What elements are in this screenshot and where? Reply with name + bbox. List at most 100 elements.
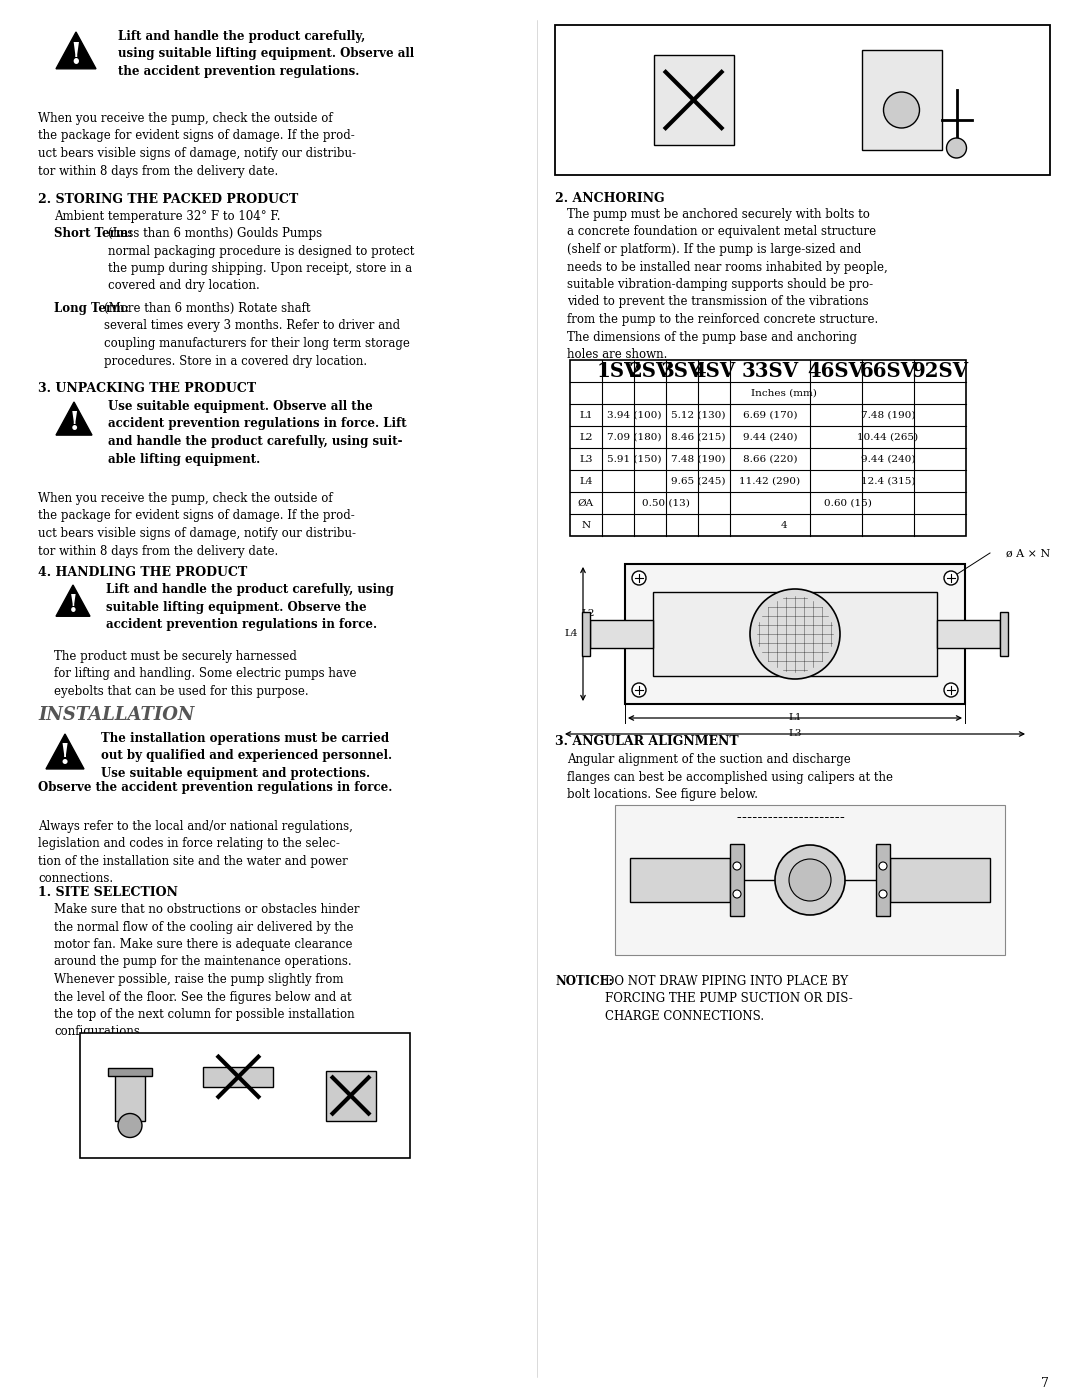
Text: The pump must be anchored securely with bolts to
a concrete foundation or equiva: The pump must be anchored securely with … xyxy=(567,208,888,360)
Text: NOTICE:: NOTICE: xyxy=(555,975,613,988)
Bar xyxy=(108,1067,152,1076)
Text: (More than 6 months) Rotate shaft
several times every 3 months. Refer to driver : (More than 6 months) Rotate shaft severa… xyxy=(104,302,410,367)
Polygon shape xyxy=(46,733,84,768)
Text: 10.44 (265): 10.44 (265) xyxy=(858,433,919,441)
Text: (Less than 6 months) Goulds Pumps
normal packaging procedure is designed to prot: (Less than 6 months) Goulds Pumps normal… xyxy=(108,226,415,292)
Text: 2. ANCHORING: 2. ANCHORING xyxy=(555,191,664,205)
Bar xyxy=(570,360,966,536)
Text: 3. UNPACKING THE PRODUCT: 3. UNPACKING THE PRODUCT xyxy=(38,381,256,395)
Text: 5.91 (150): 5.91 (150) xyxy=(607,454,661,464)
Text: 8.66 (220): 8.66 (220) xyxy=(743,454,797,464)
Bar xyxy=(937,620,1000,648)
Text: 4: 4 xyxy=(781,521,787,529)
Circle shape xyxy=(946,138,967,158)
Circle shape xyxy=(733,862,741,870)
Bar xyxy=(890,858,990,902)
Text: 3SV: 3SV xyxy=(660,360,704,381)
Text: Lift and handle the product carefully, using
suitable lifting equipment. Observe: Lift and handle the product carefully, u… xyxy=(106,583,394,631)
Bar xyxy=(862,50,942,149)
Text: 7: 7 xyxy=(1041,1377,1049,1390)
Text: !: ! xyxy=(68,411,80,436)
Text: When you receive the pump, check the outside of
the package for evident signs of: When you receive the pump, check the out… xyxy=(38,492,356,557)
Text: 46SV: 46SV xyxy=(808,360,864,381)
Circle shape xyxy=(944,683,958,697)
Circle shape xyxy=(789,859,831,901)
Bar xyxy=(203,1067,273,1087)
Bar xyxy=(565,543,1055,729)
Text: 5.12 (130): 5.12 (130) xyxy=(671,411,726,419)
Bar xyxy=(653,592,937,676)
Circle shape xyxy=(632,683,646,697)
Text: 2SV: 2SV xyxy=(629,360,672,381)
Circle shape xyxy=(944,571,958,585)
Text: !: ! xyxy=(68,592,79,616)
Text: Use suitable equipment. Observe all the
accident prevention regulations in force: Use suitable equipment. Observe all the … xyxy=(108,400,407,465)
Text: 7.09 (180): 7.09 (180) xyxy=(607,433,661,441)
Text: 3. ANGULAR ALIGNMENT: 3. ANGULAR ALIGNMENT xyxy=(555,735,739,747)
Text: N: N xyxy=(581,521,591,529)
Text: L2: L2 xyxy=(579,433,593,441)
Text: 6.69 (170): 6.69 (170) xyxy=(743,411,797,419)
Text: Ambient temperature 32° F to 104° F.: Ambient temperature 32° F to 104° F. xyxy=(54,210,281,224)
Text: Inches (mm): Inches (mm) xyxy=(751,388,816,398)
Text: L4: L4 xyxy=(579,476,593,486)
Text: Angular alignment of the suction and discharge
flanges can best be accomplished : Angular alignment of the suction and dis… xyxy=(567,753,893,800)
Circle shape xyxy=(733,890,741,898)
Text: L1: L1 xyxy=(788,712,801,722)
Bar xyxy=(630,858,730,902)
Text: !: ! xyxy=(59,743,71,770)
Text: 7.48 (190): 7.48 (190) xyxy=(671,454,726,464)
Text: 66SV: 66SV xyxy=(860,360,917,381)
Text: 9.65 (245): 9.65 (245) xyxy=(671,476,726,486)
Bar xyxy=(1000,612,1008,657)
Text: 9.44 (240): 9.44 (240) xyxy=(861,454,915,464)
Text: L3: L3 xyxy=(579,454,593,464)
Text: 11.42 (290): 11.42 (290) xyxy=(740,476,800,486)
Circle shape xyxy=(118,1113,141,1137)
Text: 4. HANDLING THE PRODUCT: 4. HANDLING THE PRODUCT xyxy=(38,566,247,578)
Text: 4SV: 4SV xyxy=(692,360,735,381)
Bar xyxy=(582,612,590,657)
Text: 8.46 (215): 8.46 (215) xyxy=(671,433,726,441)
Text: Short Term:: Short Term: xyxy=(54,226,133,240)
Text: 0.50 (13): 0.50 (13) xyxy=(643,499,690,507)
Text: !: ! xyxy=(70,41,82,70)
Text: 2. STORING THE PACKED PRODUCT: 2. STORING THE PACKED PRODUCT xyxy=(38,193,298,205)
Polygon shape xyxy=(56,32,96,68)
Text: When you receive the pump, check the outside of
the package for evident signs of: When you receive the pump, check the out… xyxy=(38,112,356,177)
Text: L2: L2 xyxy=(581,609,595,617)
Text: 7.48 (190): 7.48 (190) xyxy=(861,411,915,419)
Text: 92SV: 92SV xyxy=(912,360,969,381)
Text: 1SV: 1SV xyxy=(596,360,639,381)
Text: INSTALLATION: INSTALLATION xyxy=(38,705,194,724)
Text: The installation operations must be carried
out by qualified and experienced per: The installation operations must be carr… xyxy=(102,732,392,780)
Text: ØA: ØA xyxy=(578,499,594,507)
Text: L4: L4 xyxy=(565,630,578,638)
Text: Lift and handle the product carefully,
using suitable lifting equipment. Observe: Lift and handle the product carefully, u… xyxy=(118,29,414,78)
Text: Observe the accident prevention regulations in force.: Observe the accident prevention regulati… xyxy=(38,781,392,793)
Text: Long Term:: Long Term: xyxy=(54,302,129,314)
Text: 3.94 (100): 3.94 (100) xyxy=(607,411,661,419)
Text: 12.4 (315): 12.4 (315) xyxy=(861,476,915,486)
Bar xyxy=(590,620,653,648)
Text: L3: L3 xyxy=(788,729,801,738)
Text: DO NOT DRAW PIPING INTO PLACE BY
FORCING THE PUMP SUCTION OR DIS-
CHARGE CONNECT: DO NOT DRAW PIPING INTO PLACE BY FORCING… xyxy=(605,975,853,1023)
Bar xyxy=(325,1070,376,1120)
Text: 1. SITE SELECTION: 1. SITE SELECTION xyxy=(38,886,178,900)
Circle shape xyxy=(632,571,646,585)
Circle shape xyxy=(879,862,887,870)
Bar xyxy=(80,1032,410,1158)
Text: 0.60 (15): 0.60 (15) xyxy=(824,499,872,507)
Circle shape xyxy=(883,92,919,129)
Text: Always refer to the local and/or national regulations,
legislation and codes in : Always refer to the local and/or nationa… xyxy=(38,820,353,886)
Bar xyxy=(653,54,733,145)
Bar xyxy=(625,564,966,704)
Polygon shape xyxy=(56,585,90,616)
Circle shape xyxy=(879,890,887,898)
Bar xyxy=(730,844,744,916)
Bar xyxy=(876,844,890,916)
Text: Make sure that no obstructions or obstacles hinder
the normal flow of the coolin: Make sure that no obstructions or obstac… xyxy=(54,902,360,1038)
Circle shape xyxy=(775,845,845,915)
Text: ø A × N: ø A × N xyxy=(1005,549,1050,559)
Text: 9.44 (240): 9.44 (240) xyxy=(743,433,797,441)
